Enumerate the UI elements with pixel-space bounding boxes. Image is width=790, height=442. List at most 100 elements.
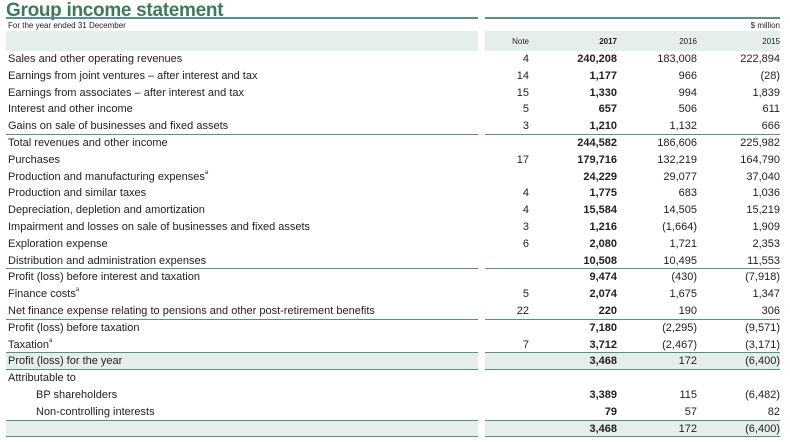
col-note: Note: [512, 37, 529, 46]
table-row: Profit (loss) for the year 3,468 172 (6,400…: [6, 353, 782, 371]
value-2016: 1,675: [669, 288, 697, 301]
value-2016: 29,077: [663, 170, 697, 183]
note-cell: [485, 169, 535, 186]
value-2016: 190: [678, 304, 697, 317]
col-2017: 2017: [599, 37, 617, 46]
note-cell: 5: [522, 288, 529, 301]
row-label-text: Total revenues and other income: [8, 136, 168, 149]
table-row: Earnings from associates – after interes…: [6, 85, 782, 102]
table-row: Finance costsa 5 2,074 1,675 1,347: [6, 286, 782, 303]
row-label-text: Depreciation, depletion and amortization: [8, 204, 205, 217]
note-cell: 14: [516, 69, 529, 82]
note-cell: 17: [516, 153, 529, 166]
row-label: Exploration expense: [6, 236, 478, 253]
note-cell: 4: [522, 204, 529, 217]
value-2016: 132,219: [657, 153, 697, 166]
row-label-text: Impairment and losses on sale of busines…: [8, 220, 311, 233]
value-2017: 79: [604, 405, 617, 418]
value-2017: 1,210: [589, 120, 617, 133]
value-2015: 222,894: [740, 53, 780, 65]
note-cell: 6: [522, 237, 529, 250]
note-cell: [485, 404, 535, 420]
value-2016: 1,132: [669, 120, 697, 133]
value-2016: 683: [678, 187, 697, 200]
value-2017: [535, 370, 617, 387]
row-label-text: Exploration expense: [8, 237, 108, 250]
row-label: Interest and other income: [6, 101, 478, 118]
table-row: BP shareholders 3,389 115 (6,482): [6, 387, 782, 404]
value-2017: 244,582: [577, 136, 617, 149]
value-2017: 179,716: [577, 153, 617, 166]
row-label-text: Finance costs: [8, 288, 76, 301]
value-2016: (430): [671, 271, 697, 284]
col-2016: 2016: [679, 37, 697, 46]
value-2015: 82: [767, 405, 780, 418]
row-label-text: Production and manufacturing expenses: [8, 170, 205, 183]
note-cell: [485, 320, 535, 337]
value-2017: 240,208: [577, 53, 617, 65]
row-label-text: Profit (loss) before taxation: [8, 321, 140, 334]
row-label: Profit (loss) for the year: [6, 353, 478, 371]
row-label-text: Production and similar taxes: [8, 187, 147, 200]
value-2017: 3,468: [589, 355, 617, 368]
value-2015: 611: [762, 103, 780, 116]
row-label: BP shareholders: [6, 387, 478, 404]
row-label: Total revenues and other income: [6, 135, 478, 152]
value-2017: 1,177: [589, 69, 617, 82]
value-2017: 220: [598, 304, 617, 317]
note-cell: 22: [516, 304, 529, 317]
note-cell: [485, 353, 535, 369]
value-2015: (3,171): [745, 338, 780, 351]
note-cell: [485, 135, 535, 152]
value-2015: 306: [761, 304, 780, 317]
table-row: Production and similar taxes 4 1,775 683 1,0…: [6, 185, 782, 202]
row-label-text: Attributable to: [8, 372, 76, 385]
unit-label: $ million: [750, 21, 780, 30]
value-2016: 172: [678, 422, 697, 435]
row-label: Attributable to: [6, 370, 478, 387]
row-label-text: Gains on sale of businesses and fixed as…: [8, 120, 229, 133]
row-label: Profit (loss) before interest and taxati…: [6, 269, 478, 286]
table-row: Impairment and losses on sale of busines…: [6, 219, 782, 236]
row-label-text: Interest and other income: [8, 103, 133, 116]
row-label-text: Sales and other operating revenues: [8, 53, 183, 65]
value-2015: [697, 370, 780, 387]
value-2016: 186,606: [657, 136, 697, 149]
row-label-text: Earnings from joint ventures – after int…: [8, 69, 258, 82]
row-label: Impairment and losses on sale of busines…: [6, 219, 478, 236]
table-row: Gains on sale of businesses and fixed as…: [6, 118, 782, 135]
table-row: Distribution and administration expenses…: [6, 253, 782, 270]
table-row: Depreciation, depletion and amortization…: [6, 202, 782, 219]
table-row: Attributable to: [6, 370, 782, 387]
value-2015: 1,839: [752, 86, 780, 99]
row-label: Gains on sale of businesses and fixed as…: [6, 118, 478, 135]
period-label: For the year ended 31 December: [6, 17, 478, 31]
value-2017: 2,080: [589, 237, 617, 250]
note-cell: 5: [522, 103, 529, 116]
table-row: Taxationa 7 3,712 (2,467) (3,171): [6, 337, 782, 354]
note-cell: 3: [522, 120, 529, 133]
value-2015: (6,400): [745, 422, 780, 435]
value-2017: 1,216: [589, 220, 617, 233]
note-cell: [485, 269, 535, 286]
value-2016: 506: [678, 103, 697, 116]
table-row: Net finance expense relating to pensions…: [6, 303, 782, 320]
note-cell: 4: [522, 53, 529, 65]
row-label-text: Net finance expense relating to pensions…: [8, 304, 375, 317]
table-row: Profit (loss) before taxation 7,180 (2,295…: [6, 320, 782, 337]
row-label: Sales and other operating revenues: [6, 51, 478, 68]
row-label-text: Purchases: [8, 153, 60, 166]
row-label-text: Non-controlling interests: [36, 405, 155, 418]
income-statement-table: For the year ended 31 December $ million…: [6, 17, 782, 438]
value-2015: 2,353: [752, 237, 780, 250]
value-2017: 15,584: [583, 204, 617, 217]
column-header-row: Note 2017 2016 2015: [6, 31, 782, 51]
row-label: Depreciation, depletion and amortization: [6, 202, 478, 219]
table-row: 3,468 172 (6,400): [6, 420, 782, 438]
table-row: Purchases 17 179,716 132,219 164,790: [6, 152, 782, 169]
row-label-text: Profit (loss) before interest and taxati…: [8, 271, 200, 284]
value-2016: 14,505: [663, 204, 697, 217]
value-2017: 2,074: [589, 288, 617, 301]
table-subheader: For the year ended 31 December $ million: [6, 17, 782, 31]
note-cell: [485, 421, 535, 437]
